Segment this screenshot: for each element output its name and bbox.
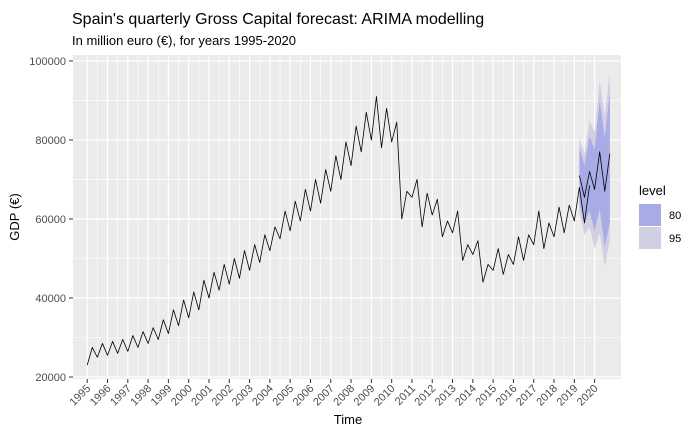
- legend-key-95: [639, 227, 661, 249]
- legend-title: level: [639, 183, 666, 198]
- legend: level 80 95: [639, 183, 681, 249]
- x-tick-label: 1998: [128, 383, 154, 409]
- x-tick-label: 1996: [88, 383, 114, 409]
- series-line-forecast: [579, 151, 611, 198]
- x-tick-label: 2016: [494, 383, 520, 409]
- x-tick-label: 2010: [372, 383, 398, 409]
- legend-key-80: [639, 204, 661, 226]
- band-80: [579, 92, 610, 247]
- x-tick-label: 2008: [331, 383, 357, 409]
- x-tick-label: 2009: [352, 383, 378, 409]
- x-tick-label: 2000: [169, 383, 195, 409]
- legend-label-95: 95: [669, 233, 681, 245]
- x-tick-label: 2018: [534, 383, 560, 409]
- x-tick-label: 2020: [575, 383, 601, 409]
- chart-subtitle: In million euro (€), for years 1995-2020: [72, 33, 296, 48]
- x-tick-label: 2012: [413, 383, 439, 409]
- chart-title: Spain's quarterly Gross Capital forecast…: [72, 11, 484, 28]
- grid-lines: [73, 55, 621, 379]
- x-tick-label: 2015: [473, 383, 499, 409]
- y-tick-label: 100000: [29, 56, 66, 68]
- y-tick-label: 60000: [35, 214, 66, 226]
- x-axis-title: Time: [334, 412, 362, 427]
- x-tick-label: 2013: [433, 383, 459, 409]
- x-tick-label: 2006: [291, 383, 317, 409]
- y-axis-title: GDP (€): [7, 193, 22, 240]
- y-tick-label: 80000: [35, 135, 66, 147]
- x-axis: 1995199619971998199920002001200220032004…: [68, 379, 601, 408]
- x-tick-label: 2014: [453, 383, 479, 409]
- x-tick-label: 1999: [149, 383, 175, 409]
- x-tick-label: 2004: [250, 383, 276, 409]
- x-tick-label: 2002: [210, 383, 236, 409]
- x-tick-label: 1995: [68, 383, 94, 409]
- x-tick-label: 2003: [230, 383, 256, 409]
- plot-panel: [73, 55, 621, 379]
- y-axis: 20000 40000 60000 80000 100000: [29, 56, 73, 384]
- x-tick-label: 1997: [108, 383, 134, 409]
- x-tick-label: 2005: [270, 383, 296, 409]
- series-line-observed: [86, 96, 590, 366]
- series-lines: [86, 96, 611, 366]
- forecast-bands: [579, 72, 610, 267]
- x-tick-label: 2017: [514, 383, 540, 409]
- legend-label-80: 80: [669, 210, 681, 222]
- x-tick-label: 2019: [555, 383, 581, 409]
- x-tick-label: 2011: [393, 383, 418, 408]
- x-tick-label: 2007: [311, 383, 337, 409]
- y-tick-label: 20000: [35, 372, 66, 384]
- y-tick-label: 40000: [35, 293, 66, 305]
- x-tick-label: 2001: [189, 383, 215, 409]
